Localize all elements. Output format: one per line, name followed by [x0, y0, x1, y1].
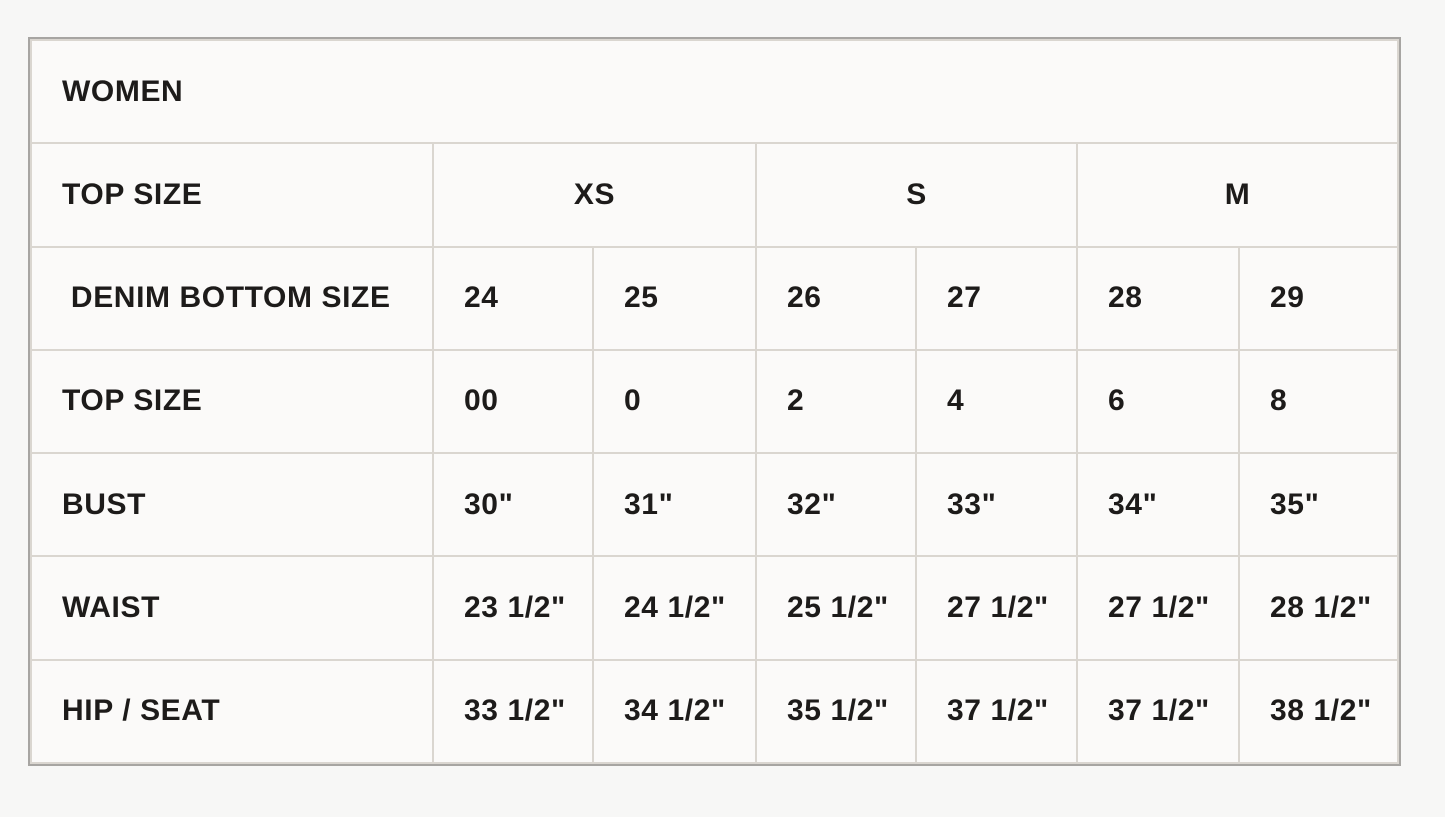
size-chart-table: WOMEN TOP SIZE XS S M DENIM BOTTOM SIZE … [30, 38, 1399, 765]
table-cell: 28 [1076, 245, 1240, 351]
table-cell: 8 [1238, 348, 1399, 455]
table-cell: 0 [592, 348, 757, 455]
table-cell: 37 1/2" [1076, 658, 1240, 765]
group-m: M [1076, 142, 1399, 248]
table-cell: 23 1/2" [432, 555, 594, 661]
table-row-hip-seat: HIP / SEAT 33 1/2" 34 1/2" 35 1/2" 37 1/… [30, 658, 1399, 765]
row-label-hip-seat: HIP / SEAT [30, 658, 434, 765]
table-row-group-header: TOP SIZE XS S M [30, 142, 1399, 248]
table-cell: 29 [1238, 245, 1399, 351]
table-cell: 31" [592, 452, 757, 558]
table-cell: 35" [1238, 452, 1399, 558]
group-xs: XS [432, 142, 757, 248]
table-row-bust: BUST 30" 31" 32" 33" 34" 35" [30, 452, 1399, 558]
table-cell: 26 [755, 245, 917, 351]
table-cell: 00 [432, 348, 594, 455]
table-cell: 33 1/2" [432, 658, 594, 765]
table-row-top-size: TOP SIZE 00 0 2 4 6 8 [30, 348, 1399, 455]
table-cell: 6 [1076, 348, 1240, 455]
row-label-waist: WAIST [30, 555, 434, 661]
table-cell: 24 [432, 245, 594, 351]
table-cell: 35 1/2" [755, 658, 917, 765]
row-label-bust: BUST [30, 452, 434, 558]
table-cell: 25 [592, 245, 757, 351]
table-cell: 32" [755, 452, 917, 558]
table-cell: 24 1/2" [592, 555, 757, 661]
group-header-label: TOP SIZE [30, 142, 434, 248]
table-cell: 37 1/2" [915, 658, 1078, 765]
table-cell: 38 1/2" [1238, 658, 1399, 765]
table-cell: 2 [755, 348, 917, 455]
table-cell: 27 [915, 245, 1078, 351]
row-label-top-size: TOP SIZE [30, 348, 434, 455]
table-cell: 34" [1076, 452, 1240, 558]
row-label-denim-bottom-size: DENIM BOTTOM SIZE [30, 245, 434, 351]
table-cell: 27 1/2" [915, 555, 1078, 661]
table-row-denim-bottom-size: DENIM BOTTOM SIZE 24 25 26 27 28 29 [30, 245, 1399, 351]
table-row-title: WOMEN [30, 38, 1399, 145]
table-cell: 33" [915, 452, 1078, 558]
table-cell: 28 1/2" [1238, 555, 1399, 661]
table-row-waist: WAIST 23 1/2" 24 1/2" 25 1/2" 27 1/2" 27… [30, 555, 1399, 661]
table-cell: 27 1/2" [1076, 555, 1240, 661]
table-cell: 4 [915, 348, 1078, 455]
group-s: S [755, 142, 1078, 248]
table-cell: 34 1/2" [592, 658, 757, 765]
table-cell: 25 1/2" [755, 555, 917, 661]
size-chart: WOMEN TOP SIZE XS S M DENIM BOTTOM SIZE … [28, 37, 1401, 766]
chart-title: WOMEN [30, 38, 1399, 145]
table-cell: 30" [432, 452, 594, 558]
